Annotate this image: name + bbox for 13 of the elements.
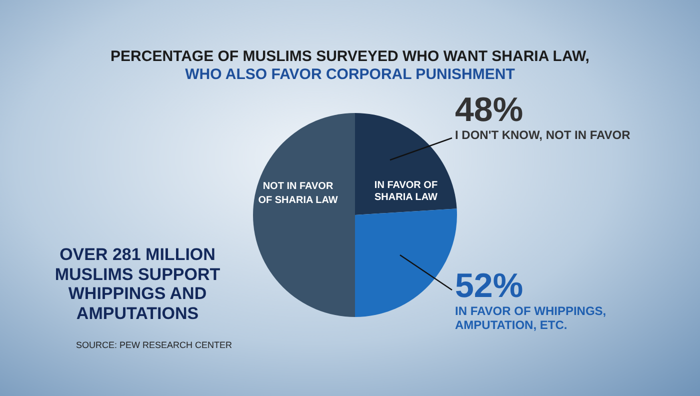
data-label: 48% <box>455 91 524 129</box>
text: IN FAVOR OF SHARIA LAW <box>373 180 439 203</box>
pie-slice <box>253 113 355 317</box>
chart-subtitle: WHO ALSO FAVOR CORPORAL PUNISHMENT <box>184 66 516 83</box>
pie-slice <box>355 208 457 317</box>
slice-label: NOT IN FAVOR OF SHARIA LAW <box>258 180 338 208</box>
slice-label: IN FAVOR OF WHIPPINGS, AMPUTATION, ETC. <box>455 304 608 332</box>
pie-slice <box>355 113 457 215</box>
slice-label: I DON'T KNOW, NOT IN FAVOR <box>455 128 632 142</box>
source-note: SOURCE: PEW RESEARCH CENTER <box>76 340 234 350</box>
data-label: 52% <box>455 267 524 305</box>
chart-title: PERCENTAGE OF MUSLIMS SURVEYED WHO WANT SHARIA LAW, <box>110 48 590 65</box>
text: OVER 281 MILLION MUSLIMS SUPPORT WHIPPINGS AND AMPUTATIONS <box>54 245 222 324</box>
